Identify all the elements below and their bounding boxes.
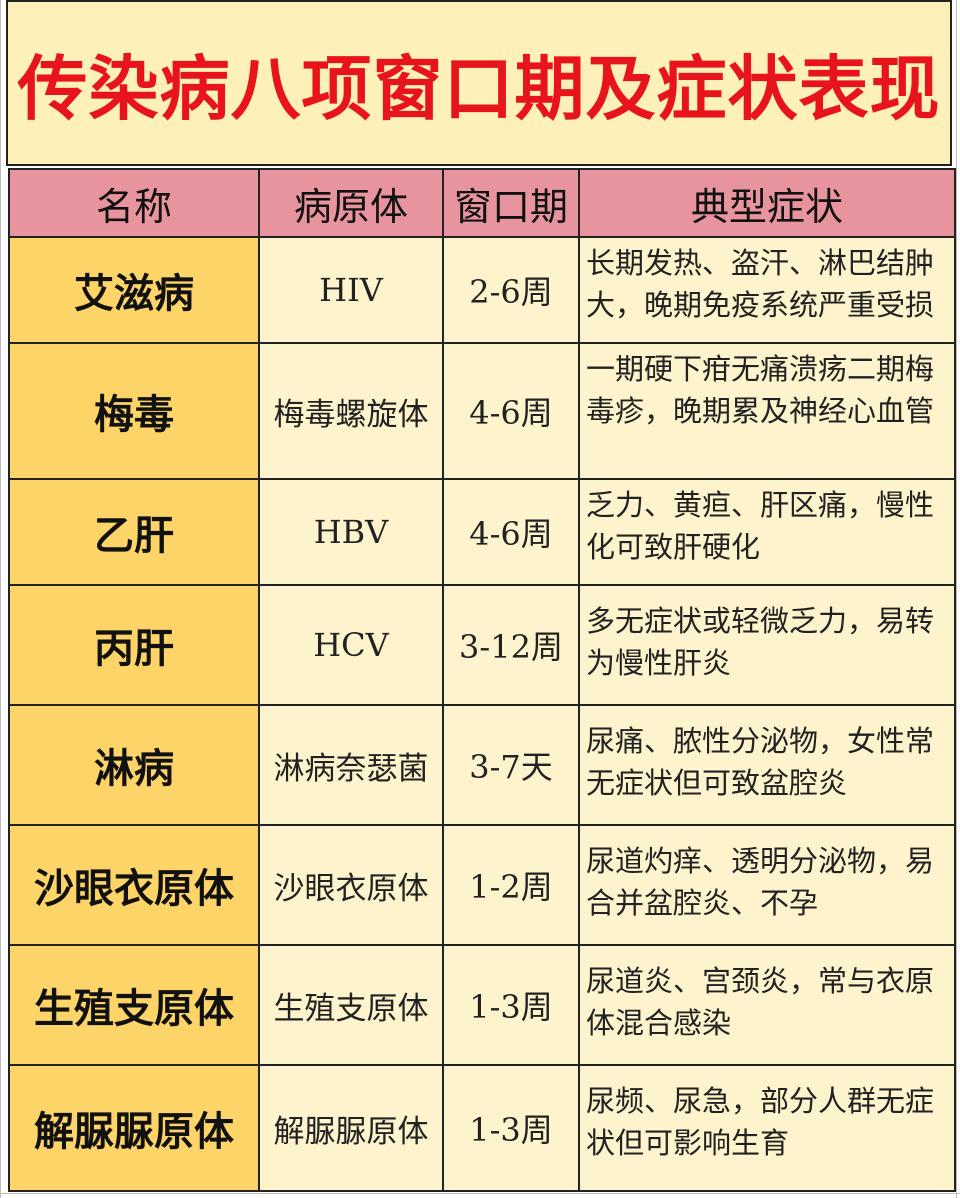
symptoms-text: 尿频、尿急，部分人群无症状但可影响生育 [586, 1084, 935, 1161]
symptoms-cell[interactable]: 尿痛、脓性分泌物，女性常无症状但可致盆腔炎 [578, 704, 956, 826]
window-period-cell[interactable]: 1-3周 [442, 1064, 580, 1192]
disease-name-cell[interactable]: 艾滋病 [8, 236, 260, 344]
symptoms-cell[interactable]: 长期发热、盗汗、淋巴结肿大，晚期免疫系统严重受损 [578, 236, 956, 344]
pathogen-cell[interactable]: 淋病奈瑟菌 [258, 704, 444, 826]
window-period-cell[interactable]: 3-12周 [442, 584, 580, 706]
disease-name-cell[interactable]: 生殖支原体 [8, 944, 260, 1066]
symptoms-cell[interactable]: 尿频、尿急，部分人群无症状但可影响生育 [578, 1064, 956, 1192]
column-header-symptoms[interactable]: 典型症状 [578, 168, 956, 238]
table-row: 乙肝 HBV 4-6周 乏力、黄疸、肝区痛，慢性化可致肝硬化 [8, 478, 956, 586]
symptoms-text: 尿痛、脓性分泌物，女性常无症状但可致盆腔炎 [586, 724, 935, 801]
page-title: 传染病八项窗口期及症状表现 [17, 47, 941, 130]
symptoms-cell[interactable]: 一期硬下疳无痛溃疡二期梅毒疹，晚期累及神经心血管 [578, 342, 956, 480]
symptoms-cell[interactable]: 尿道灼痒、透明分泌物，易合并盆腔炎、不孕 [578, 824, 956, 946]
table-row: 艾滋病 HIV 2-6周 长期发热、盗汗、淋巴结肿大，晚期免疫系统严重受损 [8, 236, 956, 344]
sheet-gridline [0, 0, 1, 1198]
symptoms-text: 一期硬下疳无痛溃疡二期梅毒疹，晚期累及神经心血管 [586, 352, 935, 429]
table-row: 丙肝 HCV 3-12周 多无症状或轻微乏力，易转为慢性肝炎 [8, 584, 956, 706]
table-row: 沙眼衣原体 沙眼衣原体 1-2周 尿道灼痒、透明分泌物，易合并盆腔炎、不孕 [8, 824, 956, 946]
symptoms-text: 多无症状或轻微乏力，易转为慢性肝炎 [586, 604, 935, 681]
std-table: 名称 病原体 窗口期 典型症状 艾滋病 HIV 2-6周 长期发热、盗汗、淋巴结… [8, 168, 956, 1192]
pathogen-cell[interactable]: 梅毒螺旋体 [258, 342, 444, 480]
table-row: 淋病 淋病奈瑟菌 3-7天 尿痛、脓性分泌物，女性常无症状但可致盆腔炎 [8, 704, 956, 826]
symptoms-cell[interactable]: 多无症状或轻微乏力，易转为慢性肝炎 [578, 584, 956, 706]
disease-name-cell[interactable]: 梅毒 [8, 342, 260, 480]
column-header-window[interactable]: 窗口期 [442, 168, 580, 238]
window-period-cell[interactable]: 2-6周 [442, 236, 580, 344]
window-period-cell[interactable]: 3-7天 [442, 704, 580, 826]
window-period-cell[interactable]: 1-2周 [442, 824, 580, 946]
symptoms-text: 尿道炎、宫颈炎，常与衣原体混合感染 [586, 964, 935, 1041]
window-period-cell[interactable]: 1-3周 [442, 944, 580, 1066]
symptoms-cell[interactable]: 尿道炎、宫颈炎，常与衣原体混合感染 [578, 944, 956, 1066]
pathogen-cell[interactable]: 生殖支原体 [258, 944, 444, 1066]
symptoms-cell[interactable]: 乏力、黄疸、肝区痛，慢性化可致肝硬化 [578, 478, 956, 586]
sheet-gridline [956, 0, 957, 1198]
table-row: 解脲脲原体 解脲脲原体 1-3周 尿频、尿急，部分人群无症状但可影响生育 [8, 1064, 956, 1192]
pathogen-cell[interactable]: 沙眼衣原体 [258, 824, 444, 946]
disease-name-cell[interactable]: 解脲脲原体 [8, 1064, 260, 1192]
pathogen-cell[interactable]: HCV [258, 584, 444, 706]
disease-name-cell[interactable]: 丙肝 [8, 584, 260, 706]
pathogen-cell[interactable]: 解脲脲原体 [258, 1064, 444, 1192]
disease-name-cell[interactable]: 淋病 [8, 704, 260, 826]
symptoms-text: 长期发热、盗汗、淋巴结肿大，晚期免疫系统严重受损 [586, 246, 935, 323]
table-row: 梅毒 梅毒螺旋体 4-6周 一期硬下疳无痛溃疡二期梅毒疹，晚期累及神经心血管 [8, 342, 956, 480]
pathogen-cell[interactable]: HIV [258, 236, 444, 344]
title-cell[interactable]: 传染病八项窗口期及症状表现 [6, 0, 952, 166]
symptoms-text: 尿道灼痒、透明分泌物，易合并盆腔炎、不孕 [586, 844, 935, 921]
column-header-name[interactable]: 名称 [8, 168, 260, 238]
header-row: 名称 病原体 窗口期 典型症状 [8, 168, 956, 238]
window-period-cell[interactable]: 4-6周 [442, 342, 580, 480]
symptoms-text: 乏力、黄疸、肝区痛，慢性化可致肝硬化 [586, 488, 935, 565]
sheet-gridline [0, 1193, 960, 1194]
disease-name-cell[interactable]: 沙眼衣原体 [8, 824, 260, 946]
window-period-cell[interactable]: 4-6周 [442, 478, 580, 586]
pathogen-cell[interactable]: HBV [258, 478, 444, 586]
disease-name-cell[interactable]: 乙肝 [8, 478, 260, 586]
table-row: 生殖支原体 生殖支原体 1-3周 尿道炎、宫颈炎，常与衣原体混合感染 [8, 944, 956, 1066]
column-header-pathogen[interactable]: 病原体 [258, 168, 444, 238]
